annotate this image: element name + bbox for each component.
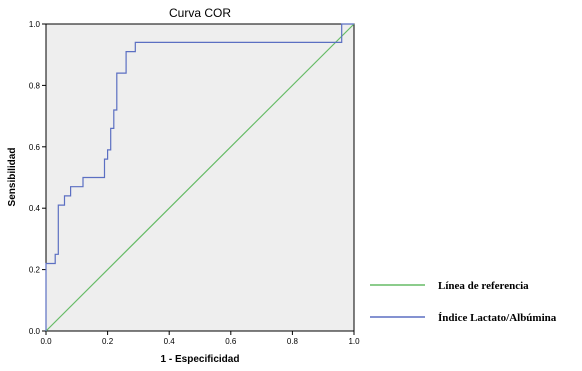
y-tick-label: 0.6 (29, 143, 41, 152)
x-tick-label: 0.0 (40, 337, 52, 346)
series-layer (45, 23, 355, 332)
y-tick-label: 0.4 (29, 204, 41, 213)
y-tick-label: 1.0 (29, 20, 41, 29)
y-tick-label: 0.0 (29, 327, 41, 336)
x-tick-label: 0.2 (102, 337, 114, 346)
roc-curve (45, 23, 354, 331)
x-axis: 0.0 0.2 0.4 0.6 0.8 1.0 (40, 331, 360, 346)
x-axis-label: 1 - Especificidad (161, 354, 240, 365)
x-tick-label: 0.8 (287, 337, 299, 346)
reference-line (45, 23, 355, 332)
x-tick-label: 0.4 (164, 337, 176, 346)
x-tick-label: 1.0 (348, 337, 360, 346)
legend-label: Línea de referencia (438, 280, 529, 292)
y-axis-label: Sensibilidad (7, 148, 18, 207)
legend-label: Índice Lactato/Albúmina (438, 312, 557, 324)
x-tick-label: 0.6 (225, 337, 237, 346)
y-axis: 0.0 0.2 0.4 0.6 0.8 1.0 (29, 20, 46, 336)
y-tick-label: 0.2 (29, 266, 41, 275)
chart-title: Curva COR (169, 6, 231, 20)
y-tick-label: 0.8 (29, 81, 41, 90)
legend: Línea de referencia Índice Lactato/Albúmi… (370, 280, 557, 324)
